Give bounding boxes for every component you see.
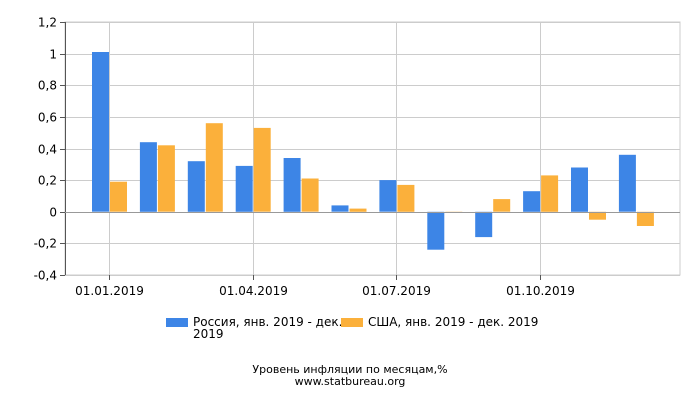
plot-area-border: [64, 21, 681, 276]
bar-usa-3: [205, 123, 223, 212]
chart-title: Уровень инфляции по месяцам,%: [252, 363, 447, 376]
y-tick-label: 1,2: [38, 16, 57, 30]
legend-label-usa: США, янв. 2019 - дек. 2019: [368, 315, 538, 329]
y-tick-label: 0,6: [38, 111, 57, 125]
bar-usa-5: [301, 178, 319, 212]
x-tick-label: 01.04.2019: [219, 284, 288, 298]
bar-russia-2: [139, 142, 157, 212]
bar-usa-7: [397, 184, 415, 212]
y-tick-label: 0: [49, 206, 57, 220]
bar-russia-7: [379, 180, 397, 212]
bar-russia-6: [331, 205, 349, 212]
x-tick-label: 01.07.2019: [362, 284, 431, 298]
legend-label-russia: Россия, янв. 2019 - дек.: [193, 315, 342, 329]
bar-russia-11: [571, 167, 588, 212]
bar-russia-8: [427, 211, 445, 250]
legend-label-russia: 2019: [193, 327, 224, 341]
bar-usa-9: [493, 199, 511, 212]
bar-russia-9: [475, 211, 493, 238]
bar-usa-10: [541, 175, 559, 212]
grid-lines: [64, 21, 681, 276]
axes: [60, 22, 680, 280]
x-axis-tick-labels: 01.01.2019 01.04.2019 01.07.2019 01.10.2019: [75, 284, 575, 298]
bar-usa-11: [589, 211, 606, 220]
bar-russia-10: [523, 191, 541, 212]
bar-russia-3: [187, 161, 205, 212]
bar-russia-12: [618, 154, 636, 212]
bar-usa-12: [636, 211, 654, 226]
x-tick-label: 01.01.2019: [75, 284, 144, 298]
bar-russia-4: [235, 165, 253, 212]
x-tick-label: 01.10.2019: [506, 284, 575, 298]
bar-usa-1: [110, 181, 127, 212]
y-tick-label: -0,4: [34, 269, 57, 283]
y-tick-label: -0,2: [34, 237, 57, 251]
bar-usa-2: [157, 145, 175, 212]
source-url: www.statbureau.org: [295, 375, 406, 388]
chart-caption: Уровень инфляции по месяцам,%www.statbur…: [252, 363, 447, 388]
y-tick-label: 1: [49, 48, 57, 62]
y-tick-label: 0,2: [38, 174, 57, 188]
legend-swatch-usa: [341, 318, 363, 327]
bar-usa-6: [349, 208, 367, 212]
y-axis-tick-labels: 1,2 1 0,8 0,6 0,4 0,2 0 -0,2 -0,4: [34, 16, 57, 283]
bars: [92, 52, 654, 250]
bar-usa-4: [253, 127, 271, 212]
y-tick-label: 0,8: [38, 79, 57, 93]
legend-swatch-russia: [166, 318, 188, 327]
bar-russia-1: [92, 52, 109, 212]
legend: Россия, янв. 2019 - дек.2019 США, янв. 20…: [166, 315, 538, 341]
bar-russia-5: [283, 158, 301, 212]
y-tick-label: 0,4: [38, 143, 57, 157]
